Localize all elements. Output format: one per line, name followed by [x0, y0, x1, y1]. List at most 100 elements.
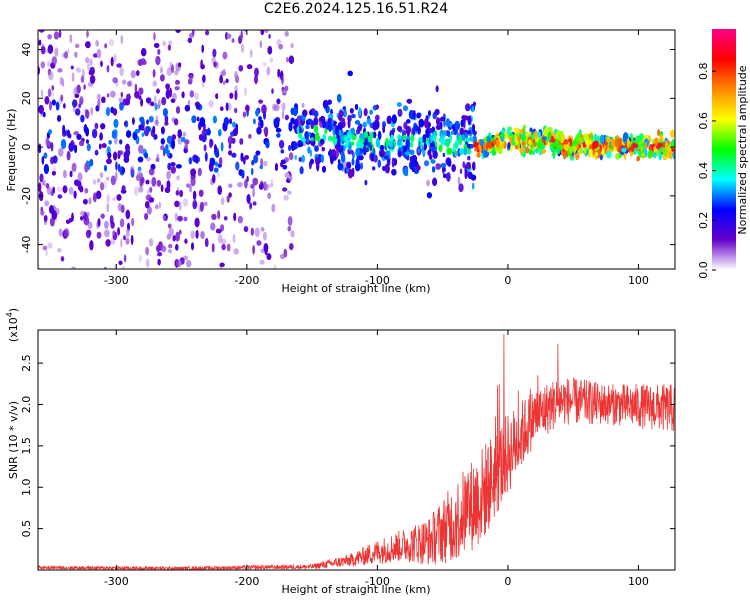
spectrogram-cell	[175, 106, 181, 114]
spectrogram-cell	[390, 133, 394, 142]
spectrogram-cell	[186, 259, 192, 268]
spectrogram-cell	[231, 137, 236, 144]
spectrogram-cell	[180, 278, 182, 282]
spectrogram-cell	[81, 68, 85, 79]
spectrogram-cell	[164, 114, 169, 124]
spectrogram-cell	[69, 186, 74, 195]
spectrogram-cell	[187, 37, 192, 44]
spectrogram-cell	[146, 97, 152, 104]
spectrogram-cell	[140, 98, 143, 107]
spectrogram-cell	[248, 134, 252, 139]
spectrogram-cell	[78, 103, 82, 109]
spectrogram-cell	[213, 61, 217, 68]
spectrogram-cell	[95, 10, 99, 18]
spectrogram-cell	[226, 243, 231, 252]
spectrogram-cell	[246, 175, 249, 183]
spectrogram-cell	[47, 34, 52, 40]
spectrogram-cell	[75, 67, 82, 73]
spectrogram-cell	[382, 125, 386, 133]
spectrogram-cell	[174, 86, 180, 91]
spectrogram-cell	[40, 206, 44, 212]
spectrogram-cell	[62, 229, 68, 239]
spectrogram-cell	[89, 159, 94, 167]
spectrogram-cell	[335, 149, 339, 159]
spectrogram-cell	[203, 201, 208, 206]
spectrogram-cell	[158, 201, 162, 209]
spectrogram-cell	[240, 43, 245, 53]
spectrogram-cell	[337, 162, 343, 171]
spectrogram-cell	[189, 184, 192, 193]
spectrogram-cell	[99, 172, 104, 179]
spectrogram-cell	[56, 247, 62, 253]
spectrogram-cell	[260, 119, 264, 129]
spectrogram-cell	[205, 30, 210, 36]
spectrogram-marks	[38, 10, 675, 291]
spectrogram-cell	[240, 30, 243, 41]
spectrogram-cell	[145, 201, 150, 209]
spectrogram-cell	[103, 266, 108, 269]
spectrogram-cell	[262, 275, 266, 284]
spectrogram-cell	[504, 130, 508, 140]
spectrogram-cell	[263, 231, 267, 241]
spectrogram-cell	[435, 85, 439, 93]
spectrogram-cell	[160, 245, 167, 253]
spectrogram-cell	[191, 30, 195, 37]
spectrogram-cell	[343, 160, 347, 170]
spectrogram-cell	[77, 172, 83, 182]
spectrogram-cell	[203, 201, 208, 206]
spectrogram-cell	[284, 172, 290, 178]
spectrogram-cell	[227, 136, 233, 145]
spectrogram-cell	[197, 167, 202, 177]
spectrogram-cell	[195, 230, 199, 239]
spectrogram-cell	[101, 96, 106, 104]
spectrogram-cell	[66, 48, 70, 54]
spectrogram-cell	[246, 194, 251, 204]
spectrogram-cell	[254, 227, 260, 238]
spectrogram-cell	[589, 147, 593, 157]
spectrogram-cell	[46, 140, 52, 149]
spectrogram-cell	[184, 139, 190, 145]
spectrogram-cell	[210, 222, 216, 231]
spectrogram-cell	[166, 149, 170, 157]
spectrogram-cell	[107, 152, 112, 159]
spectrogram-cell	[213, 61, 217, 68]
spectrogram-cell	[145, 246, 149, 256]
spectrogram-cell	[182, 284, 185, 291]
spectrogram-cell	[112, 231, 118, 241]
spectrogram-cell	[96, 48, 102, 59]
spectrogram-cell	[69, 170, 73, 178]
spectrogram-cell	[45, 183, 50, 189]
spectrogram-cell	[290, 42, 294, 49]
spectrogram-cell	[287, 226, 292, 232]
spectrogram-cell	[313, 110, 319, 118]
spectrogram-cell	[333, 138, 337, 146]
spectrogram-cell	[217, 210, 221, 220]
spectrogram-cell	[138, 186, 144, 193]
spectrogram-cell	[106, 93, 110, 98]
spectrogram-cell	[95, 10, 99, 18]
spectrogram-cell	[191, 30, 195, 37]
spectrogram-cell	[264, 247, 268, 255]
spectrogram-cell	[270, 178, 274, 185]
spectrogram-cell	[156, 180, 162, 187]
spectrogram-cell	[160, 74, 165, 82]
spectrogram-cell	[40, 206, 44, 212]
spectrogram-cell	[181, 91, 185, 99]
spectrogram-cell	[147, 205, 152, 215]
spectrogram-cell	[58, 228, 63, 237]
spectrogram-cell	[93, 192, 97, 203]
spectrogram-cell	[85, 56, 89, 63]
spectrogram-cell	[327, 99, 332, 105]
spectrogram-cell	[142, 60, 147, 65]
spectrogram-cell	[56, 186, 62, 192]
spectrogram-cell	[40, 61, 45, 69]
spectrogram-cell	[116, 194, 122, 201]
spectrogram-cell	[201, 44, 204, 53]
spectrogram-cell	[170, 166, 176, 174]
spectrogram-cell	[96, 190, 102, 200]
spectrogram-cell	[255, 150, 261, 156]
spectrogram-cell	[358, 123, 363, 129]
spectrogram-cell	[227, 136, 233, 145]
spectrogram-cell	[137, 59, 143, 66]
spectrogram-cell	[403, 134, 407, 140]
